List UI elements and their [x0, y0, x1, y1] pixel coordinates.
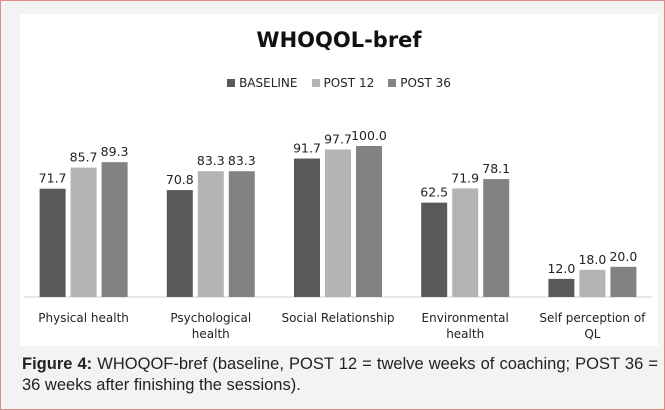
bar: [325, 149, 351, 297]
legend-item: BASELINE: [227, 76, 298, 90]
bar: [483, 179, 510, 297]
value-label: 18.0: [578, 252, 606, 267]
legend-label: POST 36: [400, 76, 451, 90]
bar: [610, 266, 637, 297]
x-tick-label: Psychological health: [170, 311, 252, 341]
legend-item: POST 36: [388, 76, 451, 90]
value-label: 91.7: [293, 141, 321, 156]
value-label: 78.1: [482, 161, 510, 176]
value-label: 12.0: [547, 261, 575, 276]
bar: [294, 158, 320, 297]
x-tick-label: Physical health: [38, 311, 129, 325]
x-tick-label: Environmental health: [421, 311, 509, 341]
chart: 71.7 85.7 89.3 70.8 83.3 83.3 91.7 97.7 100.0 62.…: [20, 14, 658, 346]
bar: [421, 202, 448, 297]
value-label: 20.0: [609, 249, 637, 264]
value-label: 62.5: [420, 185, 448, 200]
caption-label: Figure 4:: [22, 355, 93, 373]
legend-label: BASELINE: [239, 76, 298, 90]
value-label: 70.8: [166, 172, 194, 187]
chart-title: WHOQOL-bref: [256, 28, 422, 52]
value-label: 85.7: [70, 150, 98, 165]
legend-item: POST 12: [311, 76, 375, 90]
legend-swatch: [388, 79, 397, 87]
bar: [452, 188, 479, 297]
bar: [548, 278, 575, 297]
value-label: 83.3: [197, 153, 225, 168]
value-label: 89.3: [101, 144, 129, 159]
bar: [579, 269, 606, 297]
value-label: 100.0: [351, 128, 387, 143]
bar: [197, 171, 224, 297]
legend-swatch: [311, 79, 320, 87]
legend: BASELINE POST 12 POST 36: [20, 76, 658, 90]
value-label: 83.3: [228, 153, 256, 168]
value-label: 71.9: [451, 170, 479, 185]
bar: [70, 167, 97, 297]
bar: [356, 146, 382, 297]
bar: [101, 162, 128, 297]
legend-label: POST 12: [323, 76, 375, 90]
bar: [39, 188, 66, 297]
bar: [228, 171, 255, 297]
plot: 71.785.7 89.370.883.3 83.391.797.7 100.062.…: [24, 128, 652, 298]
x-tick-label: Social Relationship: [281, 311, 395, 325]
value-label: 71.7: [39, 171, 67, 186]
caption: Figure 4: WHOQOF-bref (baseline, POST 12…: [22, 354, 658, 396]
value-label: 97.7: [324, 131, 352, 146]
x-tick-label: Self perception of QL: [539, 311, 646, 341]
bar: [166, 190, 193, 297]
caption-text: WHOQOF-bref (baseline, POST 12 = twelve …: [22, 355, 658, 394]
legend-swatch: [227, 79, 236, 87]
